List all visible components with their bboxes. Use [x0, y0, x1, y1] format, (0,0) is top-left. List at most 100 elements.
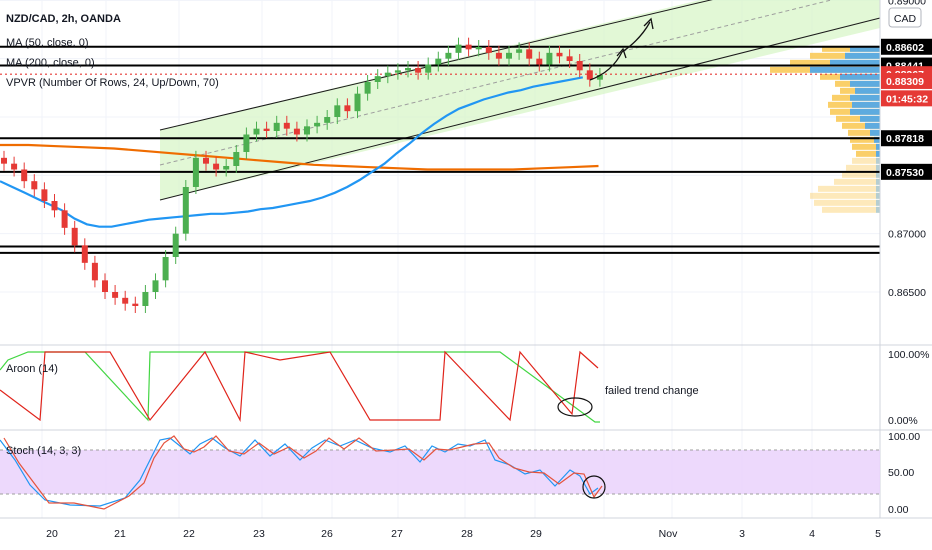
candle-body	[11, 163, 18, 170]
ma200-legend[interactable]: MA (200, close, 0)	[6, 57, 95, 69]
vp-bar	[852, 157, 880, 164]
candle-body	[405, 68, 411, 71]
projection-arrow-1[interactable]	[589, 51, 623, 81]
countdown-label: 01:45:32	[886, 93, 928, 105]
vp-bar	[850, 94, 880, 101]
candle-body	[536, 58, 543, 65]
candles	[1, 37, 603, 313]
aroon-legend[interactable]: Aroon (14)	[6, 363, 58, 375]
time-tick: 21	[114, 528, 126, 540]
price-axis[interactable]: 0.890000.870000.865000.886020.884410.883…	[881, 0, 932, 516]
vp-bar	[842, 122, 880, 129]
time-tick: 20	[46, 528, 58, 540]
candle-body	[91, 262, 98, 281]
currency-button[interactable]	[888, 7, 922, 28]
candle-body	[556, 52, 563, 57]
vp-bar	[876, 178, 880, 185]
candle-body	[192, 157, 199, 187]
vp-bar	[852, 143, 880, 150]
vp-bar	[876, 185, 880, 192]
candle-body	[586, 70, 593, 80]
candle-body	[152, 280, 159, 292]
candle-body	[142, 292, 149, 306]
vp-bar	[850, 108, 880, 115]
horizontal-levels[interactable]	[0, 45, 880, 254]
stoch-tick: 0.00	[888, 504, 909, 516]
vp-bar	[865, 122, 880, 129]
time-tick: 29	[530, 528, 542, 540]
vp-bar	[836, 115, 880, 122]
candle-body	[263, 128, 270, 131]
vp-bar	[830, 59, 880, 66]
candle-body	[71, 227, 78, 246]
candle-body	[495, 52, 502, 59]
candle-body	[516, 49, 523, 53]
price-tag[interactable]	[881, 130, 932, 147]
candle-body	[344, 105, 351, 112]
candle-body	[172, 233, 179, 257]
candle-body	[283, 122, 290, 129]
vp-bar	[822, 206, 880, 213]
candle-body	[203, 157, 209, 164]
symbol-label[interactable]: NZD/CAD, 2h, OANDA	[6, 13, 121, 25]
stoch-pane	[0, 435, 880, 510]
candle-body	[364, 82, 371, 94]
vp-bar	[848, 129, 880, 136]
candle-body	[425, 64, 432, 73]
ma50-legend[interactable]: MA (50, close, 0)	[6, 37, 89, 49]
price-tag[interactable]	[881, 163, 932, 180]
candle-body	[41, 189, 48, 201]
stoch-annotation-circle[interactable]	[582, 475, 606, 499]
aroon-down-line	[0, 350, 599, 423]
aroon-tick: 0.00%	[888, 415, 918, 427]
candle-body	[415, 68, 422, 73]
price-tick: 0.89000	[888, 0, 926, 7]
time-tick: 27	[391, 528, 403, 540]
currency-label: CAD	[894, 13, 917, 25]
price-tag[interactable]	[881, 38, 932, 55]
time-tick: 26	[321, 528, 333, 540]
vp-bar	[850, 80, 880, 87]
annotation-circle[interactable]	[557, 397, 593, 417]
price-tick: 0.87000	[888, 229, 926, 241]
candle-body	[475, 47, 482, 50]
price-tag[interactable]	[881, 72, 932, 89]
channel-lower-line[interactable]	[159, 17, 881, 201]
vp-bar	[810, 192, 880, 199]
candle-body	[526, 49, 533, 59]
vp-bar	[855, 87, 880, 94]
vp-bar	[834, 178, 880, 185]
candle-body	[334, 105, 341, 117]
projection-arrow-2[interactable]	[621, 21, 651, 53]
time-axis[interactable]: 20 21 22 23 26 27 28 29 Nov 3 4 5	[46, 528, 881, 540]
time-tick: 5	[875, 528, 881, 540]
ma200-line	[0, 143, 599, 171]
vpvr-legend[interactable]: VPVR (Number Of Rows, 24, Up/Down, 70)	[6, 77, 219, 89]
candle-body	[465, 44, 472, 50]
arrow-head-2	[643, 17, 654, 30]
vp-bar	[876, 199, 880, 206]
stoch-legend[interactable]: Stoch (14, 3, 3)	[6, 445, 81, 457]
candle-body	[384, 72, 391, 77]
candle-body	[324, 117, 331, 123]
vp-bar	[876, 150, 880, 157]
candle-body	[435, 58, 442, 65]
vp-bar	[852, 101, 880, 108]
aroon-tick: 100.00%	[888, 349, 929, 361]
candle-body	[455, 44, 462, 53]
vp-bar	[856, 150, 880, 157]
vp-bar	[810, 66, 880, 73]
candle-body	[273, 122, 280, 131]
vp-bar	[840, 73, 880, 80]
candle-body	[223, 166, 230, 170]
candle-body	[354, 93, 361, 112]
vp-bar	[850, 136, 880, 143]
stoch-band	[0, 450, 880, 494]
price-channel[interactable]	[160, 0, 880, 200]
vp-bar	[876, 143, 880, 150]
vp-bar	[818, 185, 880, 192]
time-tick: Nov	[659, 528, 678, 540]
candle-body	[506, 52, 512, 59]
channel-upper-line[interactable]	[159, 0, 880, 131]
